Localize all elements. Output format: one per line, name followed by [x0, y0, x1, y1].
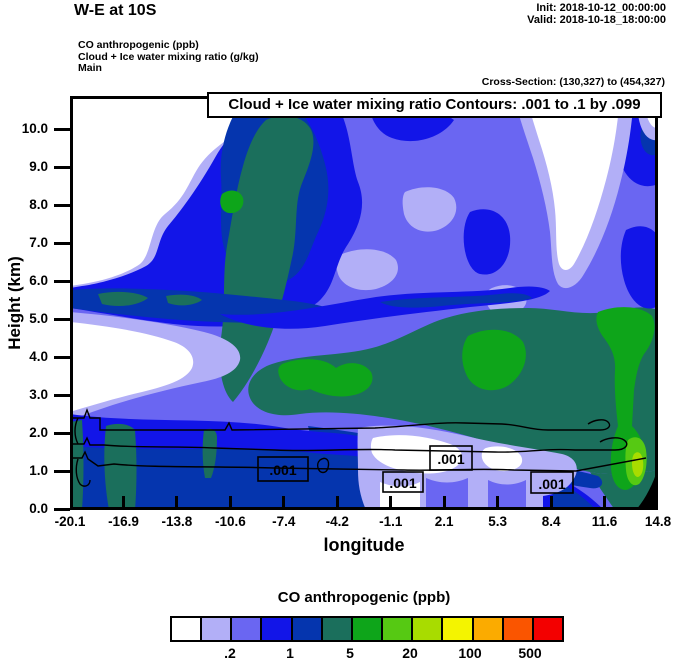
field-line-fill: CO anthropogenic (ppb) [78, 39, 199, 51]
x-tick-label: 2.1 [434, 514, 454, 529]
y-tick-label: 6.0 [29, 273, 48, 288]
y-tick-mark [54, 242, 70, 245]
contour-label: .001 [389, 475, 416, 491]
legend-color-cell [503, 618, 534, 640]
valid-timestamp: Valid: 2018-10-18_18:00:00 [527, 14, 666, 26]
y-tick-label: 9.0 [29, 159, 48, 174]
x-tick-label: -1.1 [379, 514, 403, 529]
y-tick-label: 7.0 [29, 235, 48, 250]
cloud-ice-contour-lines [73, 408, 647, 487]
y-tick-mark [54, 166, 70, 169]
y-tick-mark [54, 128, 70, 131]
y-tick-mark [54, 394, 70, 397]
legend-color-cell [232, 618, 263, 640]
y-tick-mark [54, 356, 70, 359]
field-description-block: CO anthropogenic (ppb) Cloud + Ice water… [78, 39, 259, 75]
legend-color-cell [172, 618, 203, 640]
x-tick-label: 14.8 [644, 514, 672, 529]
x-tick-label: -4.2 [325, 514, 349, 529]
legend-title: CO anthropogenic (ppb) [277, 589, 451, 606]
x-tick-label: 8.4 [541, 514, 561, 529]
x-tick-label: -20.1 [54, 514, 86, 529]
page-title: W-E at 10S [74, 2, 157, 19]
x-tick-label: -10.6 [214, 514, 246, 529]
legend-colorbar [170, 616, 564, 642]
legend-tick-label: 20 [402, 645, 418, 661]
y-tick-mark [54, 508, 70, 511]
y-tick-mark [54, 318, 70, 321]
legend-tick-label: 100 [458, 645, 482, 661]
y-tick-mark [54, 204, 70, 207]
x-tick-label: -13.8 [161, 514, 193, 529]
x-tick-label: 11.6 [591, 514, 618, 529]
init-timestamp: Init: 2018-10-12_00:00:00 [536, 2, 666, 14]
y-tick-label: 0.0 [29, 501, 48, 516]
y-tick-mark [54, 280, 70, 283]
x-tick-label: -16.9 [108, 514, 139, 529]
x-tick-label: -7.4 [272, 514, 296, 529]
field-line-contour: Cloud + Ice water mixing ratio (g/kg) [78, 50, 259, 63]
legend-color-cell [292, 618, 323, 640]
legend-tick-label: 1 [286, 645, 294, 661]
contour-label: .001 [269, 462, 296, 478]
legend-tick-label: .2 [224, 645, 236, 661]
y-tick-label: 8.0 [29, 197, 48, 212]
y-tick-label: 2.0 [29, 425, 48, 440]
y-tick-mark [54, 432, 70, 435]
cross-section-plot: .001 .001 .001 .001 [70, 96, 658, 510]
contour-label: .001 [437, 451, 464, 467]
legend-color-cell [533, 618, 563, 640]
plot-title-box: Cloud + Ice water mixing ratio Contours:… [207, 92, 662, 118]
y-tick-label: 3.0 [29, 387, 48, 402]
x-axis-label: longitude [323, 535, 405, 555]
y-tick-label: 1.0 [29, 463, 48, 478]
y-tick-label: 5.0 [29, 311, 48, 326]
cross-section-info: Cross-Section: (130,327) to (454,327) [481, 76, 665, 88]
legend-tick-label: 500 [518, 645, 542, 661]
legend-color-cell [443, 618, 474, 640]
legend-tick-label: 5 [346, 645, 354, 661]
legend-color-cell [322, 618, 353, 640]
contour-label: .001 [538, 476, 565, 492]
field-line-domain: Main [78, 62, 102, 74]
y-tick-label: 4.0 [29, 349, 48, 364]
legend-color-cell [383, 618, 414, 640]
legend-color-cell [413, 618, 444, 640]
x-tick-label: 5.3 [488, 514, 508, 529]
x-tick-marks [122, 496, 606, 510]
y-tick-mark [54, 470, 70, 473]
legend-color-cell [202, 618, 233, 640]
legend-color-cell [473, 618, 504, 640]
legend-color-cell [352, 618, 384, 640]
legend-color-cell [262, 618, 293, 640]
contour-label-group: .001 .001 .001 .001 [257, 445, 574, 494]
y-tick-label: 10.0 [21, 121, 48, 136]
